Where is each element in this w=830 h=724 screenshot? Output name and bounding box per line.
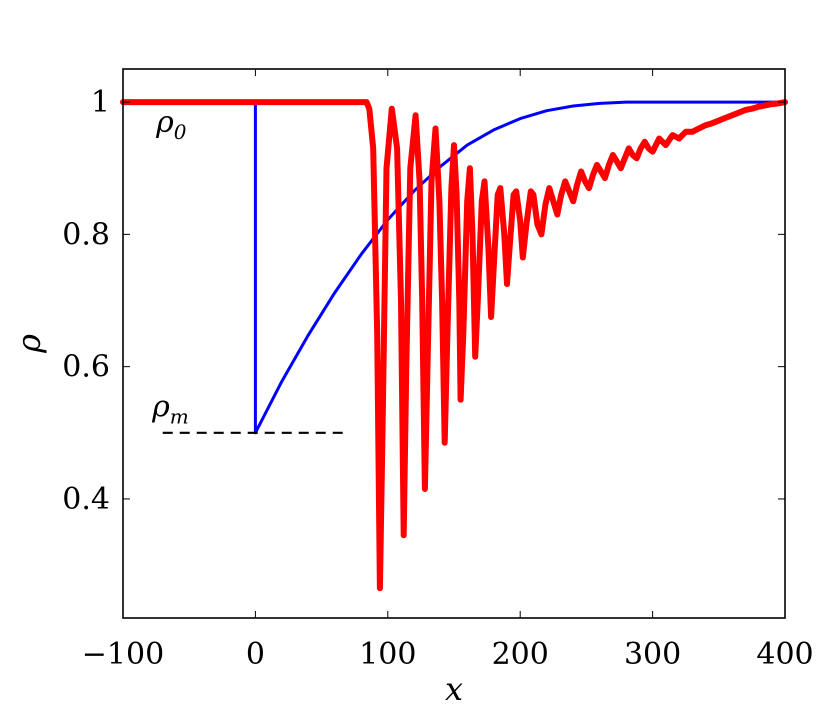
y-tick-label: 1: [91, 85, 110, 120]
y-axis-label: ρ: [10, 334, 48, 354]
y-tick-label: 0.4: [62, 482, 110, 517]
annotation-2: ρm: [151, 389, 189, 428]
y-tick-label: 0.8: [62, 217, 110, 252]
x-tick-label: 0: [246, 637, 265, 672]
x-tick-label: 300: [624, 637, 681, 672]
series-line-1: [121, 100, 787, 435]
plot-frame: [122, 68, 786, 619]
x-tick-label: 200: [492, 637, 549, 672]
annotation-1: ρ0: [155, 105, 187, 144]
x-tick-label: 100: [359, 637, 416, 672]
series-line-2: [120, 99, 788, 592]
label-layer: −100 0 100 200 300 400 0.4 0.6 0.8 1 x ρ ρ0 ρm: [10, 85, 814, 708]
series-layer: [120, 99, 788, 592]
x-tick-label: 400: [756, 637, 813, 672]
y-tick-label: 0.6: [62, 350, 110, 385]
x-tick-label: −100: [82, 637, 164, 672]
x-axis-label: x: [445, 670, 463, 708]
